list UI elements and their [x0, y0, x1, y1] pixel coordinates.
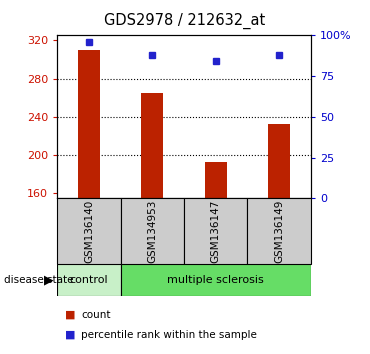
Text: ■: ■ [65, 330, 75, 339]
Text: GSM136149: GSM136149 [274, 199, 284, 263]
Bar [184, 198, 248, 264]
Bar [57, 264, 121, 296]
Text: disease state: disease state [4, 275, 73, 285]
Text: control: control [70, 275, 108, 285]
Bar [78, 50, 100, 198]
Text: GSM136140: GSM136140 [84, 199, 94, 263]
Bar [57, 198, 121, 264]
Text: ■: ■ [65, 310, 75, 320]
Bar [268, 125, 290, 198]
Text: multiple sclerosis: multiple sclerosis [167, 275, 264, 285]
Text: GSM134953: GSM134953 [147, 199, 157, 263]
Bar [248, 198, 311, 264]
Text: GDS2978 / 212632_at: GDS2978 / 212632_at [104, 12, 266, 29]
Text: count: count [81, 310, 111, 320]
Bar [205, 162, 227, 198]
Text: percentile rank within the sample: percentile rank within the sample [81, 330, 257, 339]
Bar [121, 264, 311, 296]
Bar [141, 93, 164, 198]
Bar [121, 198, 184, 264]
Text: GSM136147: GSM136147 [211, 199, 221, 263]
Text: ▶: ▶ [44, 273, 54, 286]
